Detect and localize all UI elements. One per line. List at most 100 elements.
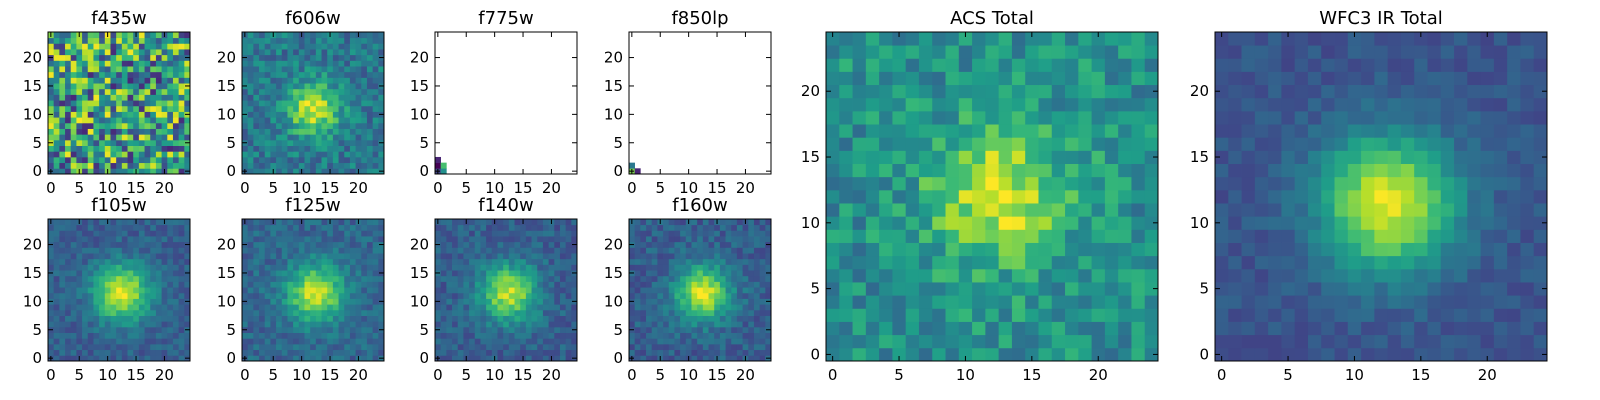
heatmap-cell [640,275,647,282]
heatmap-cell [93,304,100,311]
heatmap-cell [520,247,527,254]
heatmap-cell [361,258,368,265]
heatmap-cell [104,128,111,135]
heatmap-cell [178,162,185,169]
heatmap-cell [93,219,100,226]
heatmap-cell [65,162,72,169]
heatmap-cell [338,151,345,158]
heatmap-cell [839,229,853,243]
heatmap-cell [76,122,83,129]
heatmap-cell [116,292,123,299]
heatmap-cell [259,139,266,146]
heatmap-cell [378,60,385,67]
heatmap-cell [1361,321,1375,336]
heatmap-cell [646,326,653,333]
heatmap-cell [355,315,362,322]
heatmap-cell [571,224,578,231]
heatmap-cell [270,156,277,164]
heatmap-cell [892,45,907,59]
heatmap-cell [59,162,66,169]
heatmap-cell [270,292,277,299]
heatmap-cell [1065,84,1079,99]
heatmap-cell [879,308,893,322]
heatmap-cell [508,343,515,351]
heatmap-cell [892,255,907,270]
heatmap-cell [1361,308,1375,322]
heatmap-cell [463,264,470,271]
panel-title: f125w [285,195,340,216]
heatmap-cell [753,315,761,322]
heatmap-cell [276,162,283,169]
heatmap-cell [1215,229,1229,243]
heatmap-cell [554,258,561,265]
heatmap-cell [440,270,447,277]
heatmap-cell [144,264,151,271]
heatmap-cell [264,253,271,260]
heatmap-cell [338,168,345,175]
heatmap-cell [172,349,180,356]
heatmap-cell [287,264,294,271]
heatmap-cell [99,275,106,282]
heatmap-cell [503,241,510,248]
heatmap-cell [985,203,1000,217]
heatmap-cell [640,292,647,299]
heatmap-cell [634,253,641,260]
heatmap-cell [457,219,464,226]
heatmap-cell [355,94,362,101]
heatmap-cell [1454,308,1468,322]
heatmap-cell [315,168,322,175]
heatmap-cell [172,253,180,260]
heatmap-cell [998,124,1013,138]
heatmap-cell [138,247,145,254]
heatmap-cell [178,264,185,271]
heatmap-cell [634,315,641,322]
x-tick-label: 0 [627,179,637,197]
heatmap-cell [446,343,453,351]
heatmap-cell [361,253,368,260]
heatmap-cell [76,37,83,44]
heatmap-cell [651,275,658,282]
heatmap-cell [332,71,339,78]
heatmap-cell [731,309,738,316]
heatmap-cell [932,216,946,230]
heatmap-cell [70,66,77,73]
heatmap-cell [116,49,123,56]
heatmap-cell [985,229,1000,243]
heatmap-cell [76,100,83,107]
heatmap-cell [892,347,907,362]
heatmap-cell [315,258,322,265]
heatmap-cell [121,230,128,237]
heatmap-cell [742,241,749,248]
heatmap-cell [172,355,180,362]
heatmap-cell [259,134,266,141]
heatmap-cell [53,343,60,351]
heatmap-cell [691,258,698,265]
heatmap-cell [259,343,266,351]
heatmap-cell [349,71,356,78]
heatmap-cell [315,134,322,141]
heatmap-cell [1038,110,1053,125]
heatmap-cell [87,236,94,243]
heatmap-cell [344,281,351,288]
heatmap-cell [865,255,880,270]
heatmap-cell [281,321,288,328]
heatmap-cell [127,168,134,175]
heatmap-cell [463,292,470,299]
heatmap-cell [116,287,123,294]
heatmap-cell [276,230,283,237]
heatmap-cell [264,60,271,67]
heatmap-cell [972,45,986,59]
heatmap-cell [759,355,766,362]
x-tick-label: 10 [98,179,117,197]
heatmap-cell [48,338,55,345]
heatmap-cell [1254,282,1269,296]
heatmap-cell [315,292,322,299]
heatmap-cell [651,332,658,339]
x-tick-label: 20 [349,366,368,384]
heatmap-cell [304,343,311,351]
heatmap-cell [104,332,111,339]
heatmap-cell [1281,295,1296,309]
heatmap-cell [138,54,145,61]
heatmap-cell [440,264,447,271]
